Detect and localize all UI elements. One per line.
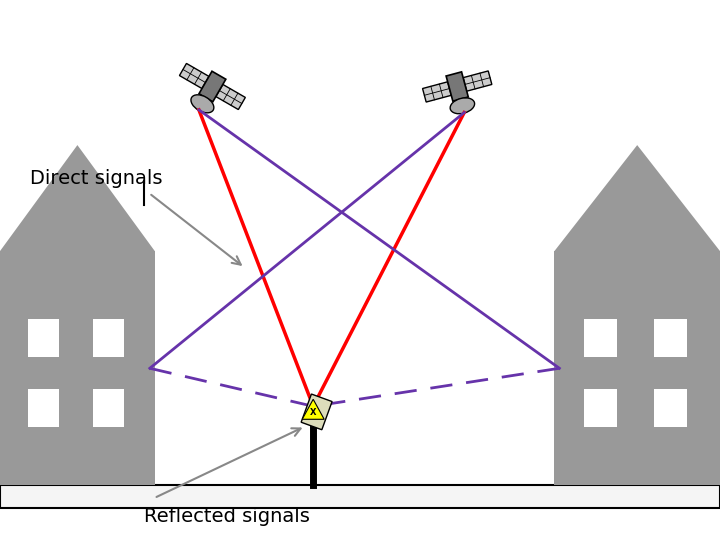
Polygon shape (0, 145, 155, 251)
Bar (554, 251, 720, 485)
Bar (654, 389, 687, 427)
Ellipse shape (191, 95, 214, 113)
Bar (28, 319, 59, 357)
Polygon shape (199, 71, 226, 102)
Bar (584, 319, 617, 357)
Bar (0, 251, 155, 485)
Text: X: X (310, 408, 317, 417)
Bar (93, 319, 124, 357)
Text: Reflected signals: Reflected signals (144, 507, 310, 526)
Polygon shape (179, 64, 209, 89)
Polygon shape (446, 72, 468, 101)
Polygon shape (423, 82, 451, 102)
Polygon shape (216, 84, 246, 109)
Ellipse shape (450, 98, 474, 114)
Bar (654, 319, 687, 357)
Polygon shape (302, 400, 324, 419)
Bar (584, 389, 617, 427)
Bar (93, 389, 124, 427)
Polygon shape (463, 71, 492, 91)
Bar (28, 389, 59, 427)
Bar (0, 485, 720, 508)
Text: Direct signals: Direct signals (30, 169, 163, 188)
Polygon shape (301, 394, 332, 430)
Polygon shape (554, 145, 720, 251)
